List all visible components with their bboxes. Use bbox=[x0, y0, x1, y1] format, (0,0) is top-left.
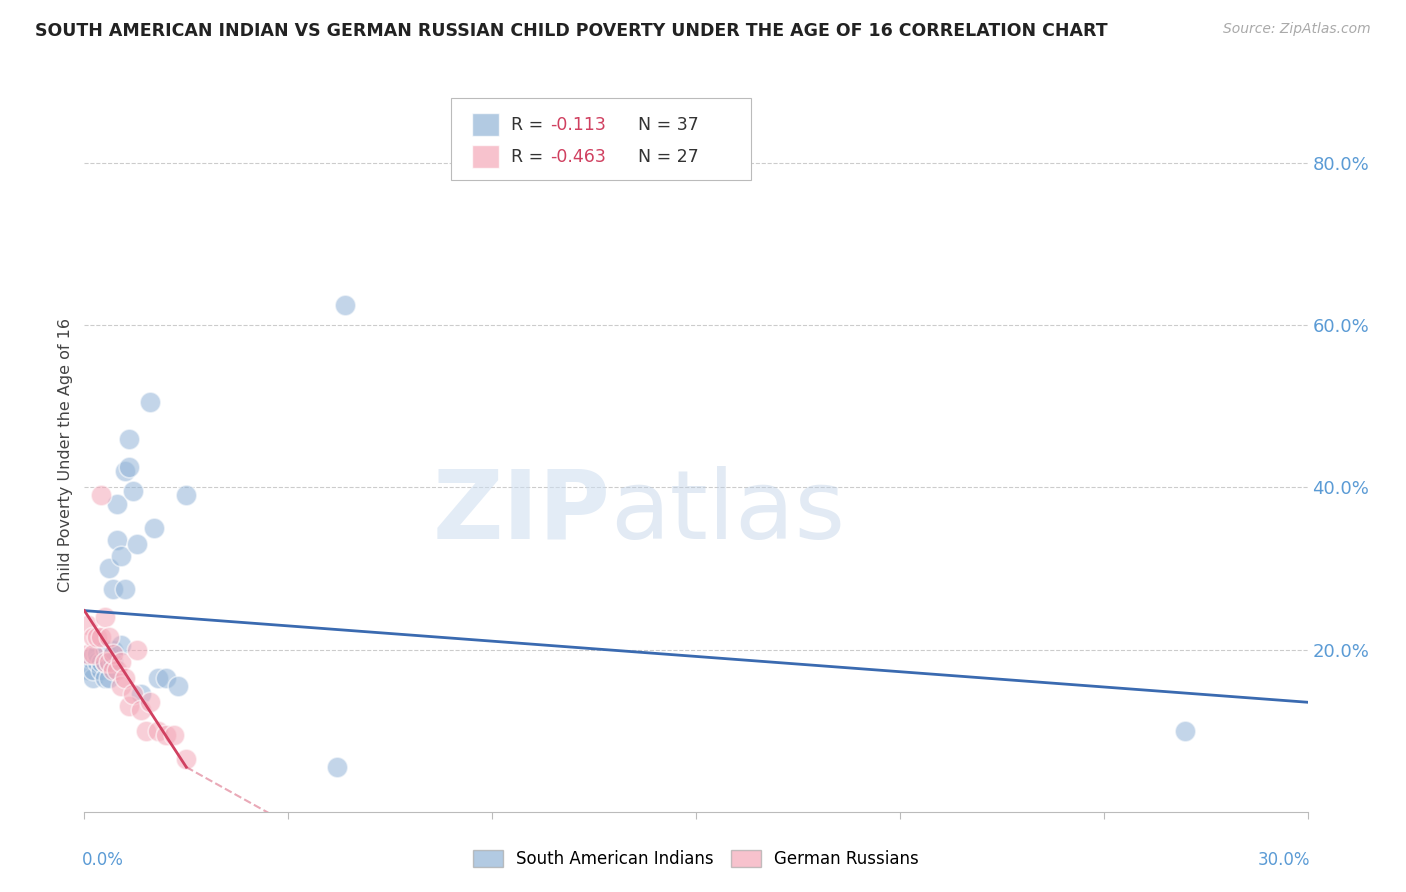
Point bbox=[110, 549, 132, 564]
Point bbox=[101, 663, 124, 677]
Point bbox=[79, 650, 101, 665]
Point bbox=[93, 655, 117, 669]
Point bbox=[114, 464, 136, 478]
Point bbox=[97, 655, 120, 669]
Point bbox=[101, 582, 124, 596]
Text: N = 27: N = 27 bbox=[627, 148, 699, 166]
Point bbox=[138, 695, 160, 709]
Point bbox=[326, 760, 349, 774]
Point bbox=[76, 663, 98, 677]
Text: -0.113: -0.113 bbox=[550, 116, 606, 134]
Point bbox=[82, 671, 104, 685]
Point bbox=[97, 655, 120, 669]
Bar bbox=[472, 113, 499, 136]
Point bbox=[90, 655, 112, 669]
Point bbox=[105, 533, 128, 547]
Point bbox=[131, 687, 153, 701]
Point bbox=[90, 663, 112, 677]
Text: 30.0%: 30.0% bbox=[1257, 851, 1310, 869]
Point bbox=[114, 671, 136, 685]
Point bbox=[105, 497, 128, 511]
Point bbox=[101, 642, 124, 657]
Point bbox=[118, 699, 141, 714]
Point bbox=[90, 488, 112, 502]
Text: -0.463: -0.463 bbox=[550, 148, 606, 166]
Text: Source: ZipAtlas.com: Source: ZipAtlas.com bbox=[1223, 22, 1371, 37]
Point bbox=[93, 655, 117, 669]
Point bbox=[101, 647, 124, 661]
Point bbox=[138, 395, 160, 409]
Point bbox=[1174, 723, 1197, 738]
Point bbox=[110, 655, 132, 669]
Point bbox=[114, 582, 136, 596]
Point bbox=[174, 752, 197, 766]
Point bbox=[86, 631, 108, 645]
Point bbox=[82, 663, 104, 677]
Text: 0.0%: 0.0% bbox=[82, 851, 124, 869]
Y-axis label: Child Poverty Under the Age of 16: Child Poverty Under the Age of 16 bbox=[58, 318, 73, 592]
Point bbox=[167, 679, 190, 693]
Text: N = 37: N = 37 bbox=[627, 116, 699, 134]
Legend: South American Indians, German Russians: South American Indians, German Russians bbox=[467, 843, 925, 875]
Point bbox=[142, 521, 165, 535]
Text: SOUTH AMERICAN INDIAN VS GERMAN RUSSIAN CHILD POVERTY UNDER THE AGE OF 16 CORREL: SOUTH AMERICAN INDIAN VS GERMAN RUSSIAN … bbox=[35, 22, 1108, 40]
Point bbox=[118, 460, 141, 475]
Point bbox=[155, 671, 177, 685]
FancyBboxPatch shape bbox=[451, 98, 751, 180]
Text: R =: R = bbox=[512, 148, 548, 166]
Point bbox=[97, 671, 120, 685]
Point bbox=[122, 484, 145, 499]
Point bbox=[155, 728, 177, 742]
Point bbox=[131, 703, 153, 717]
Point bbox=[105, 663, 128, 677]
Point bbox=[86, 647, 108, 661]
Point bbox=[101, 655, 124, 669]
Point bbox=[127, 642, 149, 657]
Point bbox=[127, 537, 149, 551]
Bar bbox=[472, 145, 499, 168]
Point bbox=[93, 671, 117, 685]
Point bbox=[77, 618, 100, 632]
Point bbox=[110, 679, 132, 693]
Point bbox=[97, 631, 120, 645]
Text: ZIP: ZIP bbox=[433, 466, 610, 558]
Point bbox=[77, 647, 100, 661]
Text: atlas: atlas bbox=[610, 466, 845, 558]
Point bbox=[86, 655, 108, 669]
Point bbox=[135, 723, 157, 738]
Text: R =: R = bbox=[512, 116, 548, 134]
Point bbox=[118, 432, 141, 446]
Point bbox=[90, 631, 112, 645]
Point bbox=[146, 671, 169, 685]
Point bbox=[146, 723, 169, 738]
Point bbox=[122, 687, 145, 701]
Point bbox=[335, 298, 357, 312]
Point bbox=[82, 631, 104, 645]
Point bbox=[97, 561, 120, 575]
Point bbox=[93, 642, 117, 657]
Point bbox=[82, 647, 104, 661]
Point bbox=[93, 610, 117, 624]
Point bbox=[163, 728, 186, 742]
Point bbox=[174, 488, 197, 502]
Point bbox=[110, 639, 132, 653]
